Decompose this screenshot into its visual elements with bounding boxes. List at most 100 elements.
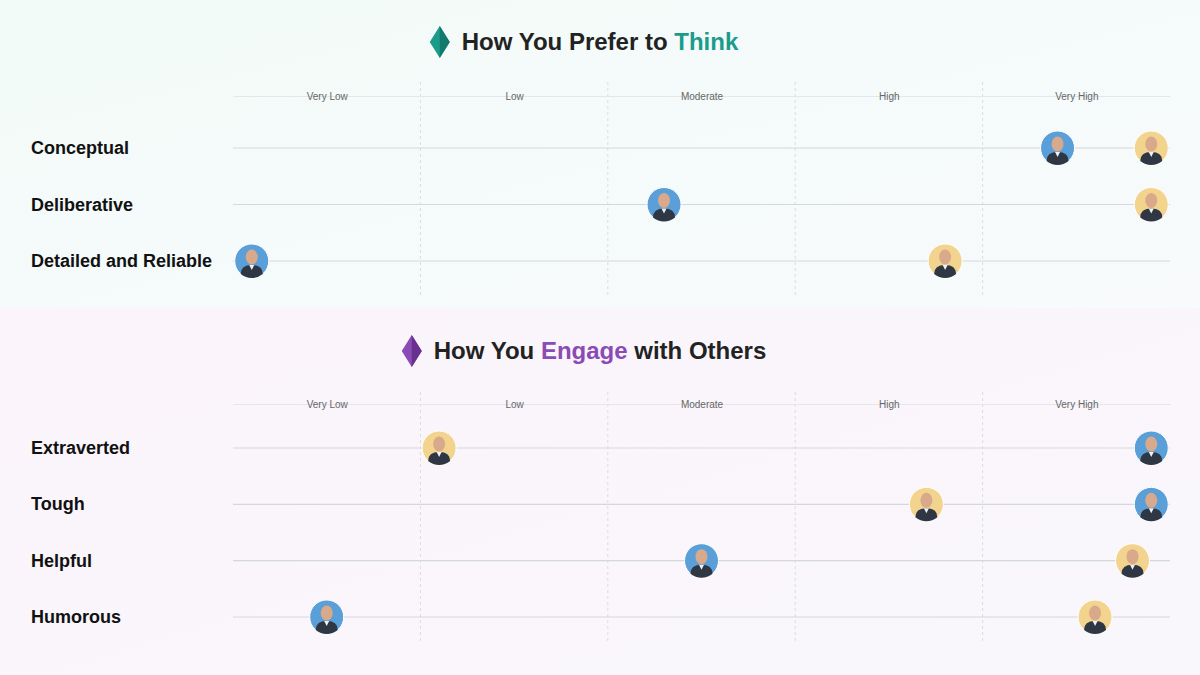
title-word: with: [633, 337, 689, 364]
avatar-body: [1140, 209, 1162, 222]
avatar-head: [433, 437, 445, 452]
x-tick: Low: [505, 399, 524, 410]
avatar-head: [246, 250, 258, 265]
x-tick: High: [879, 91, 900, 102]
avatar-marker: [1134, 487, 1168, 521]
marker-circle: [1134, 188, 1168, 222]
marker-circle: [422, 431, 456, 465]
avatar-marker: [1134, 188, 1168, 222]
grid: [420, 82, 982, 296]
avatar-marker: [1134, 131, 1168, 165]
avatar-head: [321, 606, 333, 621]
avatar-head: [1127, 549, 1139, 564]
marker-circle: [1116, 544, 1150, 578]
marker-circle: [1078, 600, 1112, 634]
avatar-marker: [310, 600, 344, 634]
marker-circle: [1134, 131, 1168, 165]
x-tick-label: Moderate: [681, 399, 724, 410]
grid: [420, 392, 982, 642]
x-tick: Low: [505, 91, 524, 102]
row-line: [233, 504, 1170, 505]
avatar-collar: [324, 621, 329, 626]
grid-line: [982, 392, 983, 642]
x-axis: Very LowLowModerateHighVery High: [234, 91, 1171, 102]
icon-facet: [440, 26, 450, 58]
grid-line: [420, 82, 421, 296]
y-axis: Conceptual Deliberative Detailed and Relia…: [31, 138, 212, 271]
grid-line: [607, 392, 608, 642]
avatar-marker: [1041, 131, 1075, 165]
title-word: How: [434, 337, 491, 364]
avatar-collar: [1130, 565, 1135, 570]
marker-circle: [909, 487, 943, 521]
x-tick-label: Very High: [1055, 91, 1098, 102]
title-word: You: [519, 28, 569, 55]
avatar-collar: [1149, 209, 1154, 214]
x-tick: Very Low: [307, 399, 349, 410]
avatar-collar: [699, 565, 704, 570]
title-word: You: [491, 337, 541, 364]
x-tick-label: Very High: [1055, 399, 1098, 410]
avatar-collar: [1093, 621, 1098, 626]
avatar-body: [691, 565, 713, 578]
avatar-marker: [909, 487, 943, 521]
row-line: [233, 616, 1170, 617]
avatar-marker: [928, 244, 962, 278]
x-axis: Very Low Low Moderate High Very High: [234, 399, 1171, 410]
avatar-marker: [647, 188, 681, 222]
row-label: Deliberative: [31, 195, 133, 215]
row-label: Detailed and Reliable: [31, 251, 212, 271]
marker-circle: [235, 244, 269, 278]
avatar-head: [1089, 606, 1101, 621]
grid-line: [420, 392, 421, 642]
avatar-head: [1145, 437, 1157, 452]
avatar-collar: [1149, 508, 1154, 513]
marks: [235, 131, 1169, 278]
avatar-body: [653, 209, 675, 222]
x-tick-label: High: [879, 399, 900, 410]
marker-circle: [1041, 131, 1075, 165]
avatar-marker: [1116, 544, 1150, 578]
title-icon: [402, 335, 422, 367]
marker-circle: [1134, 487, 1168, 521]
chart-title: How You Engage with Others: [434, 337, 767, 364]
avatar-body: [316, 621, 338, 634]
panel-background: [0, 0, 1200, 308]
title-word: How: [462, 28, 519, 55]
title-word: Prefer: [569, 28, 645, 55]
x-tick: Very Low: [307, 91, 349, 102]
y-axis: ExtravertedToughHelpfulHumorous: [31, 438, 130, 627]
marks: [310, 431, 1169, 634]
title-icon: [430, 26, 450, 58]
avatar-marker: [422, 431, 456, 465]
row-line: [233, 260, 1170, 261]
title-word: Think: [674, 28, 739, 55]
panel-background: [0, 308, 1200, 675]
x-tick-label: Low: [505, 91, 524, 102]
avatar-collar: [943, 265, 948, 270]
avatar-body: [934, 265, 956, 278]
marker-circle: [928, 244, 962, 278]
avatar-marker: [1078, 600, 1112, 634]
avatar-body: [1084, 621, 1106, 634]
icon-diamond: [430, 26, 450, 58]
x-tick-label: High: [879, 91, 900, 102]
row-label: Humorous: [31, 607, 121, 627]
row-label: Conceptual: [31, 138, 129, 158]
avatar-body: [1047, 152, 1069, 165]
marker-circle: [685, 544, 719, 578]
x-tick: Very High: [1055, 91, 1098, 102]
icon-facet: [412, 335, 422, 367]
row-line: [233, 447, 1170, 448]
avatar-head: [939, 250, 951, 265]
avatar-collar: [924, 508, 929, 513]
x-tick-label: Low: [505, 399, 524, 410]
avatar-collar: [662, 209, 667, 214]
avatar-body: [1122, 565, 1144, 578]
avatar-head: [1145, 193, 1157, 208]
grid-line: [795, 392, 796, 642]
x-tick-label: Very Low: [307, 399, 349, 410]
grid-line: [795, 82, 796, 296]
avatar-head: [1052, 137, 1064, 152]
x-tick: Moderate: [681, 399, 724, 410]
